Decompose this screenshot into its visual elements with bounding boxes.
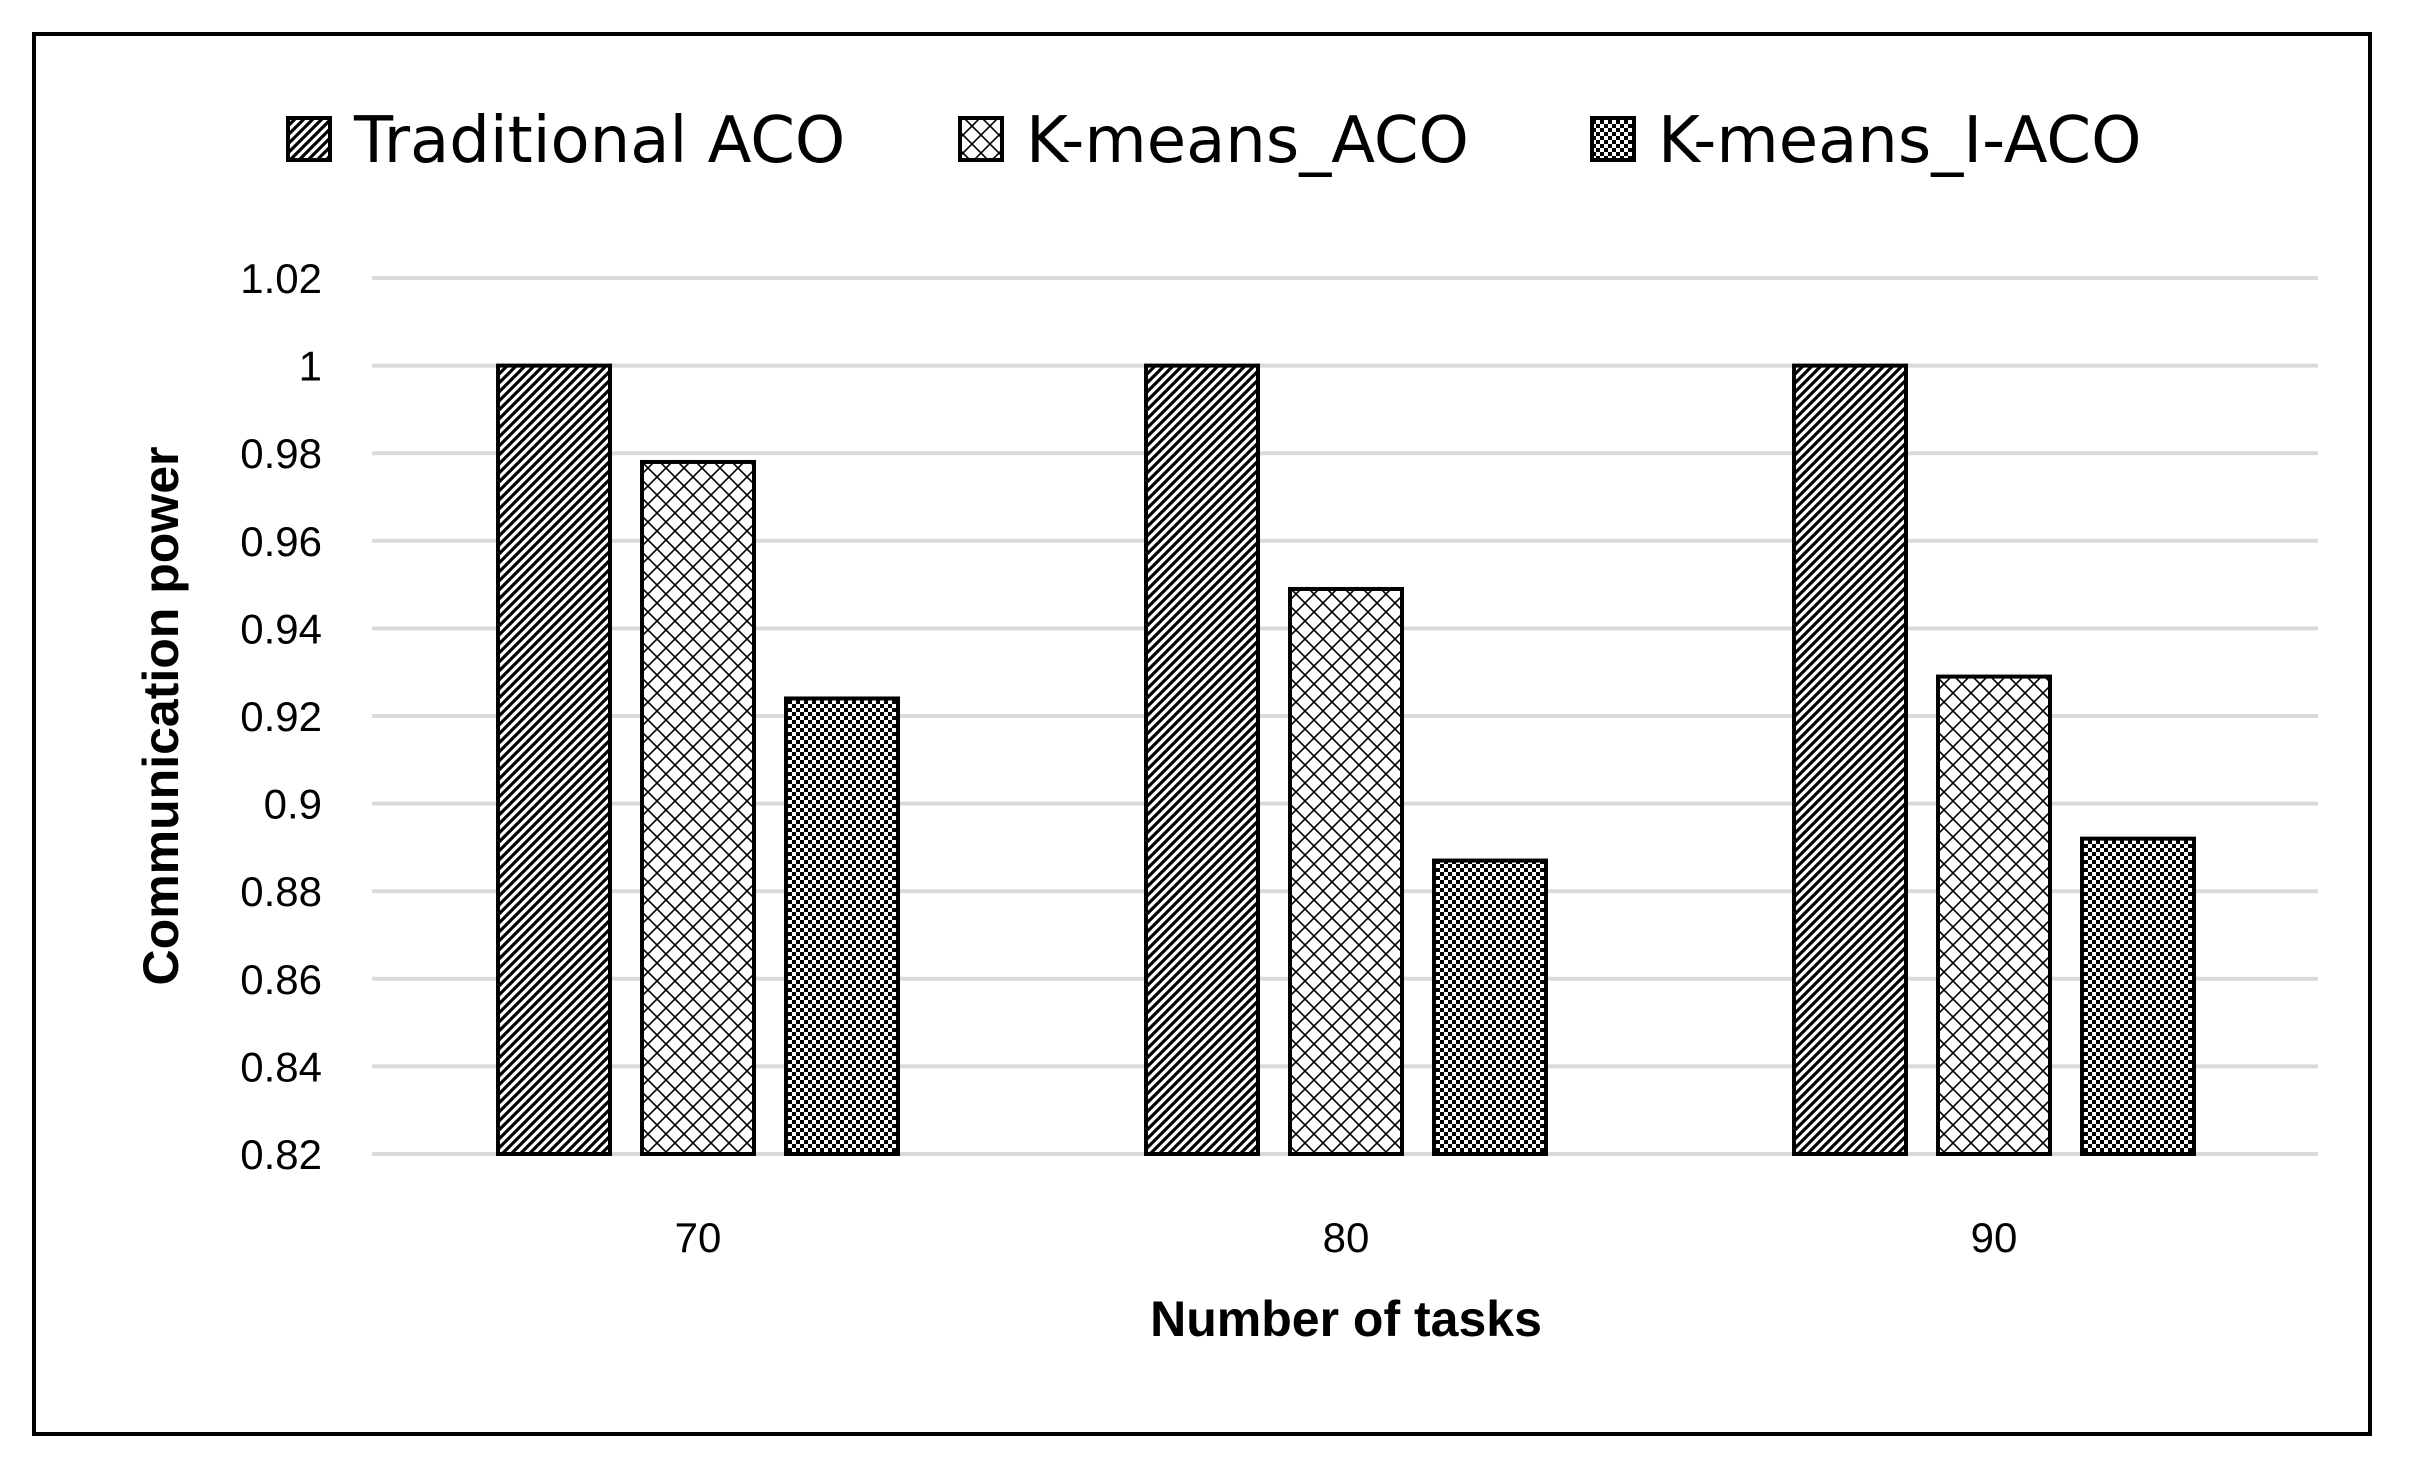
bar-traditional-aco-90 — [1792, 363, 1908, 1157]
legend-label: K-means_ACO — [1026, 104, 1469, 178]
legend-label: K-means_I-ACO — [1658, 104, 2141, 178]
y-axis-tick-labels: 0.82 0.84 0.86 0.88 0.9 0.92 0.94 0.96 0.98 1 1.02 — [240, 255, 322, 1178]
x-tick-label: 90 — [1971, 1214, 2018, 1261]
x-axis-tick-labels: 70 80 90 — [675, 1214, 2018, 1261]
bar-k-means-i-aco-80 — [1432, 858, 1548, 1156]
legend-label: Traditional ACO — [353, 104, 845, 178]
y-tick-label: 0.92 — [240, 693, 322, 740]
bars — [496, 363, 2196, 1157]
legend-swatch — [286, 116, 332, 162]
y-tick-label: 1 — [299, 343, 322, 390]
y-tick-label: 0.84 — [240, 1043, 322, 1090]
x-tick-label: 70 — [675, 1214, 722, 1261]
bar-k-means-aco-80 — [1288, 586, 1404, 1156]
y-tick-label: 0.88 — [240, 868, 322, 915]
y-tick-label: 1.02 — [240, 255, 322, 302]
legend-swatch — [1590, 116, 1636, 162]
bar-k-means-aco-70 — [640, 459, 756, 1156]
bar-traditional-aco-70 — [496, 363, 612, 1157]
bar-k-means-i-aco-70 — [784, 696, 900, 1156]
y-tick-label: 0.94 — [240, 605, 322, 652]
x-tick-label: 80 — [1323, 1214, 1370, 1261]
x-axis-title: Number of tasks — [1150, 1291, 1542, 1347]
bar-k-means-aco-90 — [1936, 674, 2052, 1157]
y-tick-label: 0.96 — [240, 518, 322, 565]
y-tick-label: 0.98 — [240, 430, 322, 477]
bar-traditional-aco-80 — [1144, 363, 1260, 1157]
y-tick-label: 0.86 — [240, 956, 322, 1003]
bar-k-means-i-aco-90 — [2080, 836, 2196, 1156]
y-tick-label: 0.9 — [264, 781, 322, 828]
legend-swatch — [958, 116, 1004, 162]
y-axis-title: Communication power — [133, 447, 189, 986]
legend: Traditional ACO K-means_ACO K-means_I-ACO — [286, 104, 2141, 178]
y-tick-label: 0.82 — [240, 1131, 322, 1178]
